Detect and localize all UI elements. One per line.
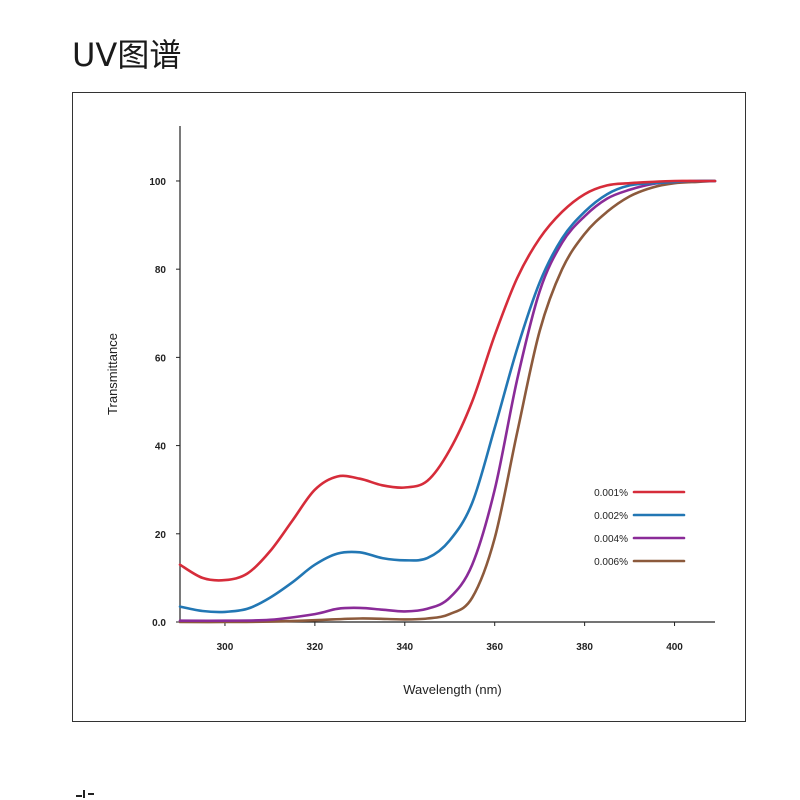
x-tick-label: 300 — [217, 642, 234, 653]
x-tick-label: 320 — [307, 642, 324, 653]
chart-frame — [72, 92, 746, 722]
series-line-0001 — [178, 179, 717, 582]
legend-label: 0.001% — [594, 488, 628, 499]
series-line-0006 — [178, 179, 717, 624]
chart-axes: 0.0 20 40 60 80 100 300 320 340 360 380 400 — [149, 126, 715, 653]
x-tick-label: 400 — [666, 642, 683, 653]
cut-off-heading-fragment — [72, 786, 132, 800]
y-tick-label: 80 — [155, 265, 167, 276]
cut-off-glyphs-icon — [76, 790, 94, 798]
x-tick-label: 340 — [396, 642, 413, 653]
series-layer — [178, 179, 717, 624]
y-tick-label: 60 — [155, 353, 167, 364]
legend-label: 0.004% — [594, 534, 628, 545]
y-tick-label: 20 — [155, 530, 167, 541]
y-tick-label: 40 — [155, 442, 167, 453]
chart-legend: 0.001% 0.002% 0.004% 0.006% — [594, 488, 686, 568]
x-tick-label: 380 — [576, 642, 593, 653]
legend-label: 0.002% — [594, 511, 628, 522]
series-line-0002 — [178, 179, 717, 614]
y-axis-title: Transmittance — [105, 333, 120, 415]
series-line-0004 — [178, 179, 717, 623]
legend-label: 0.006% — [594, 557, 628, 568]
x-tick-label: 360 — [486, 642, 503, 653]
y-tick-label: 100 — [149, 177, 166, 188]
x-axis-title: Wavelength (nm) — [403, 682, 502, 697]
y-tick-label: 0.0 — [152, 618, 166, 629]
page-title: UV图谱 — [72, 36, 182, 74]
